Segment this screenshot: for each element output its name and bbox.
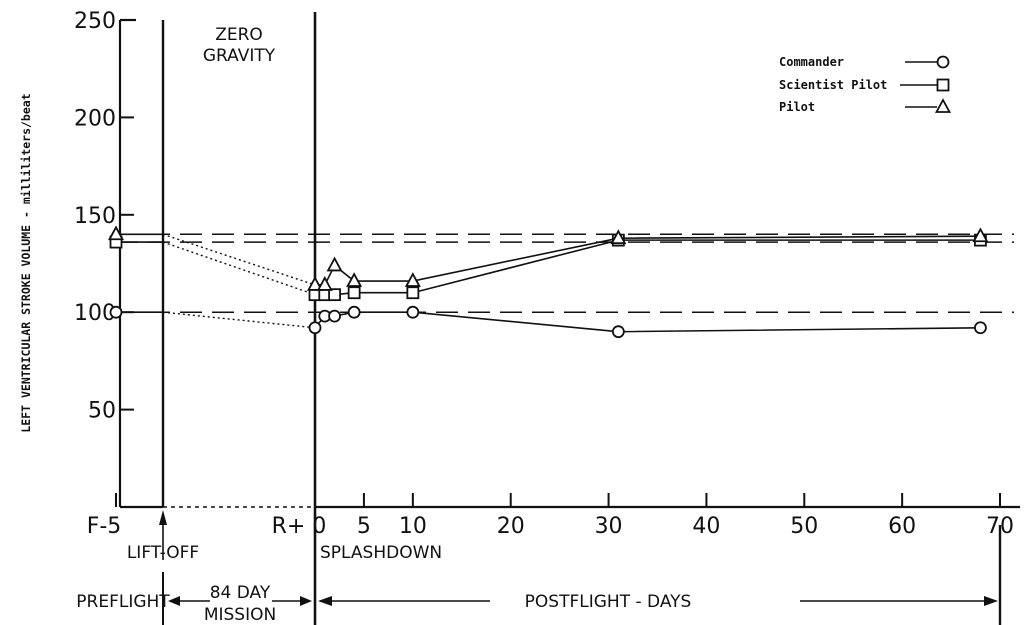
mission-label: MISSION [204,605,276,625]
x-tick-label: 60 [888,514,916,539]
circle-marker [308,321,322,335]
circle-marker [406,305,420,319]
series-scientist-pilot [109,233,987,302]
postflight-label: POSTFLIGHT - DAYS [525,592,692,612]
square-marker [936,78,950,92]
x-tick-label: 30 [595,514,623,539]
triangle-marker [610,229,627,245]
x-tick-label: 5 [357,514,371,539]
x-tick-label: R+ 0 [272,514,327,539]
legend-entry-commander: Commander [779,55,950,69]
x-tick-label: 40 [692,514,720,539]
mission-label: 84 DAY [210,583,271,603]
mission-segment [162,233,316,286]
mission-segment [162,241,316,296]
series-commander [109,305,987,339]
circle-marker [347,305,361,319]
triangle-marker [346,272,363,287]
square-marker [328,288,341,302]
series-pilot [107,225,989,291]
y-tick-label: 150 [74,204,116,229]
zero-gravity-label: GRAVITY [203,46,276,66]
legend-label: Commander [779,55,844,69]
legend-label: Scientist Pilot [779,78,887,92]
postflight-arrowhead-right [984,596,998,606]
circle-marker [974,321,987,335]
preflight-label: PREFLIGHT [76,592,170,612]
mission-arrowhead-right [300,596,312,606]
triangle-marker [326,256,343,272]
legend-entry-pilot: Pilot [779,98,952,114]
mission-arrowhead-left [168,596,180,606]
triangle-marker [107,225,125,241]
x-tick-label: 20 [497,514,525,539]
circle-marker [328,309,341,323]
triangle-marker [404,272,421,287]
x-tick-label: F-5 [87,514,122,539]
axes: 50 100 150 200 250 LEFT VENTRICULAR STROKE VO… [19,9,1020,625]
triangle-marker [316,276,333,291]
legend-label: Pilot [779,100,815,114]
x-tick-label: 50 [790,514,818,539]
legend-entry-scientist-pilot: Scientist Pilot [779,78,950,92]
baselines [116,233,1014,313]
circle-marker [109,305,123,319]
zero-gravity-label: ZERO [215,25,263,45]
splashdown-label: SPLASHDOWN [320,543,442,563]
mission-segment [162,311,316,329]
y-axis-title: LEFT VENTRICULAR STROKE VOLUME - millili… [19,93,33,432]
circle-marker [936,55,950,69]
series-group [107,225,989,339]
y-tick-label: 250 [74,9,116,34]
y-tick-label: 200 [74,106,116,131]
triangle-marker [306,276,324,291]
postflight-arrowhead-left [318,596,332,606]
square-marker [347,286,361,300]
legend: Commander Scientist Pilot Pilot [779,55,952,114]
square-marker [406,286,420,300]
triangle-marker [934,98,952,113]
y-tick-label: 50 [88,399,116,424]
triangle-marker [972,227,989,243]
liftoff-arrow-head [159,510,167,525]
circle-marker [611,325,625,339]
y-tick-label: 100 [74,301,116,326]
x-tick-label: 10 [399,514,427,539]
liftoff-label: LIFT-OFF [127,543,199,563]
